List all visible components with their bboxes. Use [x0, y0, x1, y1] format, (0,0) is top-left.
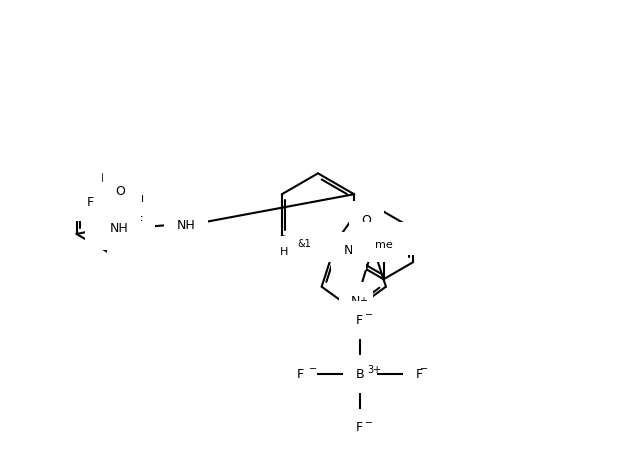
Text: −: − [365, 311, 373, 320]
Text: 3+: 3+ [368, 365, 382, 375]
Text: &1: &1 [330, 242, 344, 252]
Text: O: O [361, 213, 372, 226]
Text: me: me [386, 233, 404, 244]
Text: O: O [115, 185, 126, 198]
Text: −: − [365, 418, 373, 428]
Text: F: F [122, 179, 129, 192]
Text: F: F [87, 196, 94, 209]
Text: F: F [356, 314, 363, 327]
Text: −: − [420, 364, 429, 374]
Text: H: H [310, 236, 318, 246]
Text: F: F [98, 225, 105, 238]
Text: −: − [309, 364, 317, 374]
Text: +: + [359, 296, 366, 306]
Text: N: N [344, 244, 353, 257]
Text: N: N [351, 294, 361, 307]
Text: F: F [120, 231, 127, 244]
Text: F: F [136, 214, 143, 227]
Text: me: me [375, 240, 392, 250]
Text: F: F [297, 368, 304, 381]
Text: F: F [415, 368, 422, 381]
Text: B: B [356, 368, 364, 381]
Text: NH: NH [109, 221, 128, 235]
Text: &1: &1 [298, 239, 311, 249]
Text: H: H [280, 247, 288, 257]
Text: me: me [363, 233, 381, 244]
Text: F: F [101, 172, 108, 185]
Text: NH: NH [177, 219, 196, 232]
Text: F: F [356, 421, 363, 434]
